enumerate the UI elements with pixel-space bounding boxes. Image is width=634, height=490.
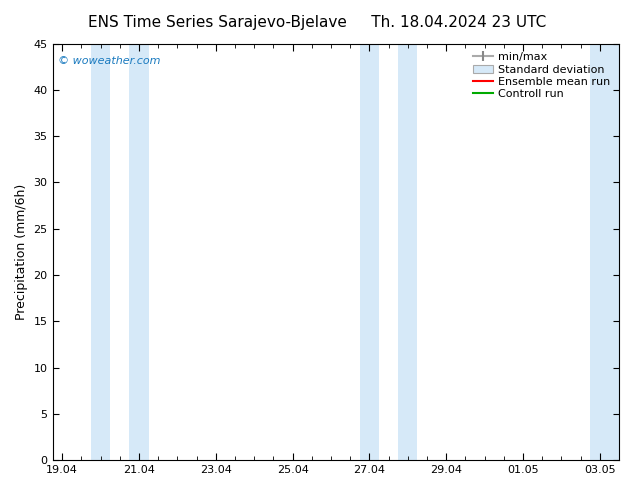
Bar [398, 44, 417, 460]
Bar [91, 44, 110, 460]
Bar [359, 44, 379, 460]
Text: ENS Time Series Sarajevo-Bjelave     Th. 18.04.2024 23 UTC: ENS Time Series Sarajevo-Bjelave Th. 18.… [88, 15, 546, 30]
Bar [129, 44, 148, 460]
Y-axis label: Precipitation (mm/6h): Precipitation (mm/6h) [15, 184, 28, 320]
Text: © woweather.com: © woweather.com [58, 56, 160, 66]
Legend: min/max, Standard deviation, Ensemble mean run, Controll run: min/max, Standard deviation, Ensemble me… [470, 49, 614, 102]
Bar [590, 44, 619, 460]
